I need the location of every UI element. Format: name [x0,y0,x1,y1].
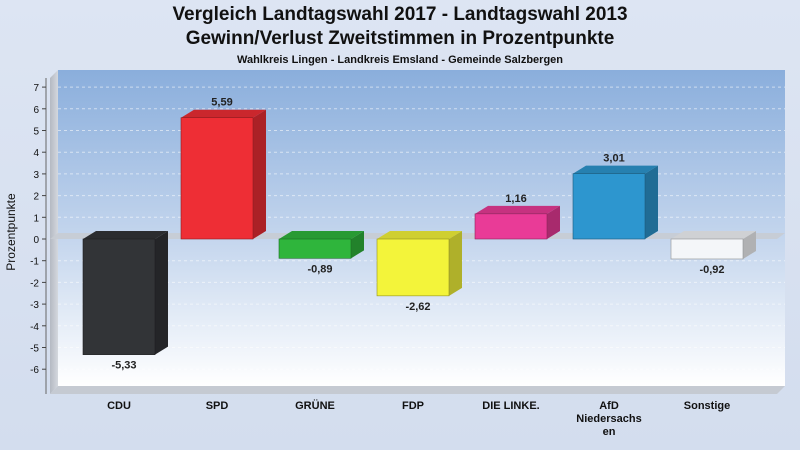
bar-front [82,238,156,355]
y-tick-label: -1 [30,257,39,268]
bar-top [573,165,658,174]
x-tick-label: SPD [206,400,229,412]
plot-background [58,70,785,386]
bar [180,109,266,240]
bar-front [376,238,450,297]
y-tick-label: 0 [33,235,39,246]
y-axis-label: Prozentpunkte [4,193,18,271]
plot-floor [50,386,785,394]
y-tick-label: -4 [30,322,39,333]
bar-top [475,205,560,214]
bar [670,231,756,260]
y-tick-label: -2 [30,278,39,289]
chart-title-line-1: Vergleich Landtagswahl 2017 - Landtagswa… [172,4,628,25]
bar-front [278,238,352,259]
y-tick-label: -3 [30,300,39,311]
bar-side [253,109,266,240]
bar [82,231,168,355]
data-label: 1,16 [505,193,526,205]
data-label: -2,62 [405,301,430,313]
bar-side [743,231,756,259]
y-tick-label: 5 [33,127,39,138]
bar-front [670,238,744,260]
data-label: 5,59 [211,97,232,109]
bar-top [83,231,168,239]
bar-top [279,231,364,239]
bar-side [449,231,462,296]
bar-top [377,231,462,239]
bar-front [572,173,646,240]
y-tick-label: 2 [33,192,39,203]
data-label: -0,92 [699,264,724,276]
data-label: -5,33 [111,360,136,372]
bar-side [351,231,364,259]
data-label: -0,89 [307,263,332,275]
x-tick-label: AfD Niedersachs en [576,400,641,438]
y-tick-label: 1 [33,213,39,224]
x-tick-label: DIE LINKE. [482,400,539,412]
chart-subtitle: Wahlkreis Lingen - Landkreis Emsland - G… [236,54,563,66]
chart-title-line-2: Gewinn/Verlust Zweitstimmen in Prozentpu… [185,28,615,49]
bar [474,205,560,240]
x-tick-label: CDU [107,400,131,412]
bar-side [155,231,168,355]
bar [376,231,462,297]
y-tick-label: 7 [33,83,39,94]
bar [572,165,658,240]
y-tick-label: -5 [30,344,39,355]
plot-side-wall [50,70,58,394]
bar [278,231,364,259]
y-tick-label: 4 [33,148,39,159]
x-tick-label: Sonstige [684,400,730,412]
bar-top [181,109,266,118]
x-tick-label: GRÜNE [295,399,335,412]
bar-front [474,213,548,240]
bar-side [645,165,658,239]
bar-top [671,231,756,239]
bar-front [180,117,254,240]
y-tick-label: 3 [33,170,39,181]
data-label: 3,01 [603,153,624,165]
x-tick-label: FDP [402,400,424,412]
y-tick-label: -6 [30,365,39,376]
y-tick-label: 6 [33,105,39,116]
bar-side [547,205,560,239]
